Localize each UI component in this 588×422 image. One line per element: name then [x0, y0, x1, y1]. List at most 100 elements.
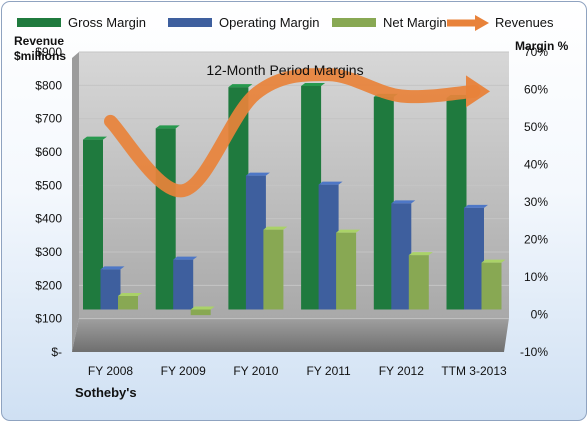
right-axis-tick-label: 0% — [531, 308, 549, 322]
legend: Gross Margin Operating Margin Net Margin Re… — [17, 15, 554, 31]
left-axis-title-line1: Revenue — [14, 34, 64, 48]
bar-face — [373, 96, 394, 310]
category-label: FY 2011 — [306, 364, 351, 378]
legend-item-net-margin: Net Margin — [332, 15, 447, 30]
right-axis-tick-label: -10% — [520, 345, 548, 359]
right-axis-tick-label: 30% — [524, 195, 548, 209]
bar-top — [190, 306, 215, 310]
left-axis-tick-label: $500 — [35, 178, 62, 192]
bar-top — [100, 266, 125, 270]
bar-top — [263, 226, 288, 230]
bar-top — [228, 84, 253, 88]
bar-top — [245, 172, 270, 176]
plot-side-wall — [72, 52, 79, 352]
bar-top — [481, 259, 506, 263]
bar-face — [173, 259, 194, 310]
bar-face — [336, 232, 357, 310]
right-axis-title: Margin % — [515, 39, 569, 53]
bar-gross-margin — [228, 84, 253, 310]
legend-item-gross-margin: Gross Margin — [17, 15, 146, 30]
bar-face — [263, 229, 284, 310]
bar-face — [228, 87, 249, 310]
source-label: Sotheby's — [75, 385, 137, 400]
bar-face — [391, 203, 412, 310]
bar-group — [83, 83, 506, 316]
bar-operating-margin — [318, 181, 343, 310]
right-axis-tick-label: 10% — [524, 270, 548, 284]
legend-label: Gross Margin — [68, 15, 146, 30]
bar-operating-margin — [100, 266, 125, 310]
legend-arrow — [475, 15, 489, 31]
category-label: TTM 3-2013 — [441, 364, 507, 378]
bar-net-margin — [190, 306, 215, 316]
bar-top — [155, 125, 180, 129]
left-axis-tick-label: $300 — [35, 245, 62, 259]
bar-operating-margin — [245, 172, 270, 310]
left-axis-tick-label: $100 — [35, 312, 62, 326]
legend-swatch — [168, 18, 212, 27]
category-label: FY 2008 — [88, 364, 133, 378]
right-axis-tick-label: 20% — [524, 233, 548, 247]
left-axis-tick-label: $900 — [35, 45, 62, 59]
legend-label: Revenues — [495, 15, 554, 30]
bar-face — [155, 128, 176, 310]
legend-swatch — [332, 18, 376, 27]
left-axis-title-line2: $millions — [14, 49, 66, 63]
bar-net-margin — [481, 259, 506, 310]
chart-title: 12-Month Period Margins — [206, 62, 363, 78]
left-axis-tick-label: $400 — [35, 212, 62, 226]
revenue-line-group — [104, 68, 490, 198]
bar-net-margin — [118, 293, 142, 310]
bar-face — [318, 184, 339, 310]
bar-face — [190, 309, 211, 316]
right-axis-tick-label: 60% — [524, 83, 548, 97]
legend-item-operating-margin: Operating Margin — [168, 15, 319, 30]
bar-top — [301, 83, 326, 86]
bar-top — [173, 256, 198, 260]
plot-floor — [72, 318, 509, 352]
bar-face — [245, 175, 266, 310]
bar-face — [301, 86, 322, 310]
bar-operating-margin — [391, 200, 416, 310]
bar-net-margin — [263, 226, 288, 310]
legend-swatch — [17, 18, 61, 27]
bar-top — [464, 204, 488, 208]
category-label: FY 2009 — [161, 364, 206, 378]
legend-item-revenues: Revenues — [447, 15, 554, 31]
bar-top — [408, 252, 433, 256]
legend-label: Net Margin — [383, 15, 447, 30]
left-axis-tick-label: $700 — [35, 112, 62, 126]
bar-face — [464, 207, 484, 310]
bar-net-margin — [336, 229, 361, 310]
right-axis-tick-label: 40% — [524, 158, 548, 172]
bar-top — [391, 200, 416, 204]
revenue-arrowhead — [466, 75, 490, 108]
revenue-line — [104, 68, 481, 198]
bar-gross-margin — [301, 83, 326, 310]
bar-operating-margin — [464, 204, 488, 310]
bar-top — [336, 229, 361, 233]
bar-top — [318, 181, 343, 185]
left-axis-ticks: $- $100 $200 $300 $400 $500 $600 $700 $800 $900 — [35, 45, 62, 359]
bar-face — [83, 139, 103, 310]
left-axis-tick-label: $- — [51, 345, 62, 359]
legend-label: Operating Margin — [219, 15, 319, 30]
bar-gross-margin — [83, 136, 107, 310]
bar-face — [408, 255, 429, 310]
category-labels: FY 2008 FY 2009 FY 2010 FY 2011 FY 2012 TTM 3… — [88, 364, 507, 378]
category-label: FY 2012 — [379, 364, 424, 378]
bar-face — [100, 269, 121, 310]
category-label: FY 2010 — [233, 364, 278, 378]
right-axis-tick-label: 50% — [524, 120, 548, 134]
right-axis-tick-label: 70% — [524, 45, 548, 59]
gridlines — [79, 51, 509, 320]
right-axis-ticks: -10% 0% 10% 20% 30% 40% 50% 60% 70% — [520, 45, 548, 359]
bar-net-margin — [408, 252, 433, 310]
bar-top — [118, 293, 142, 296]
left-axis-tick-label: $600 — [35, 145, 62, 159]
bar-face — [481, 262, 502, 310]
bar-face — [446, 98, 467, 310]
left-axis-tick-label: $800 — [35, 78, 62, 92]
